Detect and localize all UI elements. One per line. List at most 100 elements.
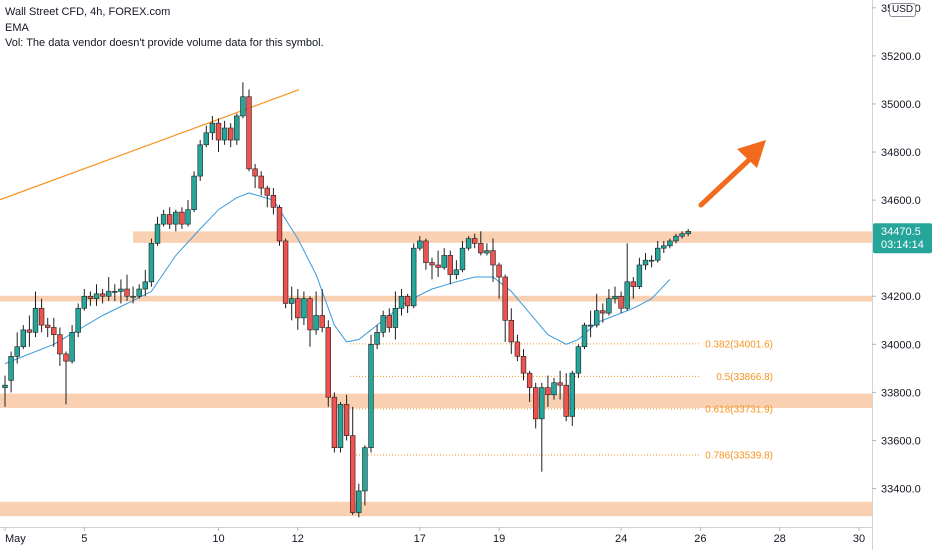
plot-area: 0.382(34001.6) 0.5(33866.8) 0.618(33731.9)… [0,82,872,518]
candle [197,140,203,181]
candle [209,115,216,141]
candle-body [142,281,148,290]
candle-body [612,295,618,299]
chart-title: Wall Street CFD, 4h, FOREX.com [5,6,171,18]
candle-body [337,404,344,448]
candle-body [8,356,14,381]
candle [667,238,673,249]
candle [276,204,283,246]
price-tick-label: 33800.0 [881,387,921,399]
candle [398,289,405,316]
candle [356,483,362,518]
candle-body [661,245,667,249]
candle [386,308,392,333]
candle-body [215,122,222,141]
time-tick-label: 12 [292,533,304,545]
time-tick-label: May [5,533,26,545]
candle [459,240,466,273]
candle-body [362,447,368,492]
candle [136,284,142,299]
candle-body [349,435,356,513]
candle-body [319,315,325,328]
candle [81,289,88,311]
time-tick-label: 5 [81,533,87,545]
candle [75,303,81,338]
candle-body [429,262,435,266]
candle-body [380,315,386,333]
candle-body [258,175,264,189]
candle-body [502,276,508,321]
candle-body [148,243,155,283]
candle [581,322,588,350]
candle-body [465,238,472,249]
candle [465,236,472,251]
candle-body [252,168,258,177]
candle [221,120,228,145]
candle-body [447,255,453,275]
candle-body [313,315,319,331]
candle [362,445,368,506]
candle [575,344,582,378]
candle [551,377,557,400]
candle-body [471,238,478,244]
volume-note: Vol: The data vendor doesn't provide vol… [5,37,324,49]
candle-body [325,327,331,398]
candle [508,308,514,354]
candle [228,123,234,148]
price-tick-label: 34200.0 [881,291,921,303]
sr-zone [0,501,872,517]
candle [447,250,453,285]
candle [661,240,667,253]
candle-body [57,334,63,355]
arrow-shaft [698,156,753,208]
candle [234,113,240,145]
candle [130,286,136,304]
candle-body [197,144,203,177]
candle [648,255,655,268]
candle [429,257,435,280]
candle-body [20,329,26,348]
candle [252,164,258,189]
candle [545,375,551,407]
candle-body [423,240,429,263]
candle-body [288,298,295,304]
candle-body [246,96,252,170]
candle-body [331,396,338,448]
price-tick-label: 33400.0 [881,484,921,496]
time-tick-label: 30 [853,533,865,545]
candle-body [112,291,118,293]
fib-label: 0.382(34001.6) [705,339,773,350]
candle [99,289,106,304]
candle-body [270,194,277,208]
candle [14,332,20,364]
candle [343,394,350,441]
candle [240,82,246,119]
candle-body [124,288,130,297]
last-price-label: 34470.5 [881,226,921,238]
candle-body [642,259,649,266]
sr-zone [0,393,872,409]
candle [453,260,460,280]
candle [374,325,380,350]
candle-body [636,264,643,287]
candle [112,284,118,302]
candle-body [459,247,466,271]
candle-body [14,346,20,357]
candle [593,293,600,328]
candle [673,233,679,244]
candle [148,238,155,287]
candle [526,370,533,403]
candle [435,250,441,278]
candle [325,320,331,407]
candle [514,334,521,362]
candle [307,296,313,347]
candle [319,289,325,333]
time-tick-label: 24 [615,533,627,545]
candle-body [453,269,460,275]
candle [502,274,508,342]
currency-button[interactable]: USD [889,3,917,17]
candle [484,243,490,256]
candle-body [624,281,630,309]
candle [410,243,417,309]
